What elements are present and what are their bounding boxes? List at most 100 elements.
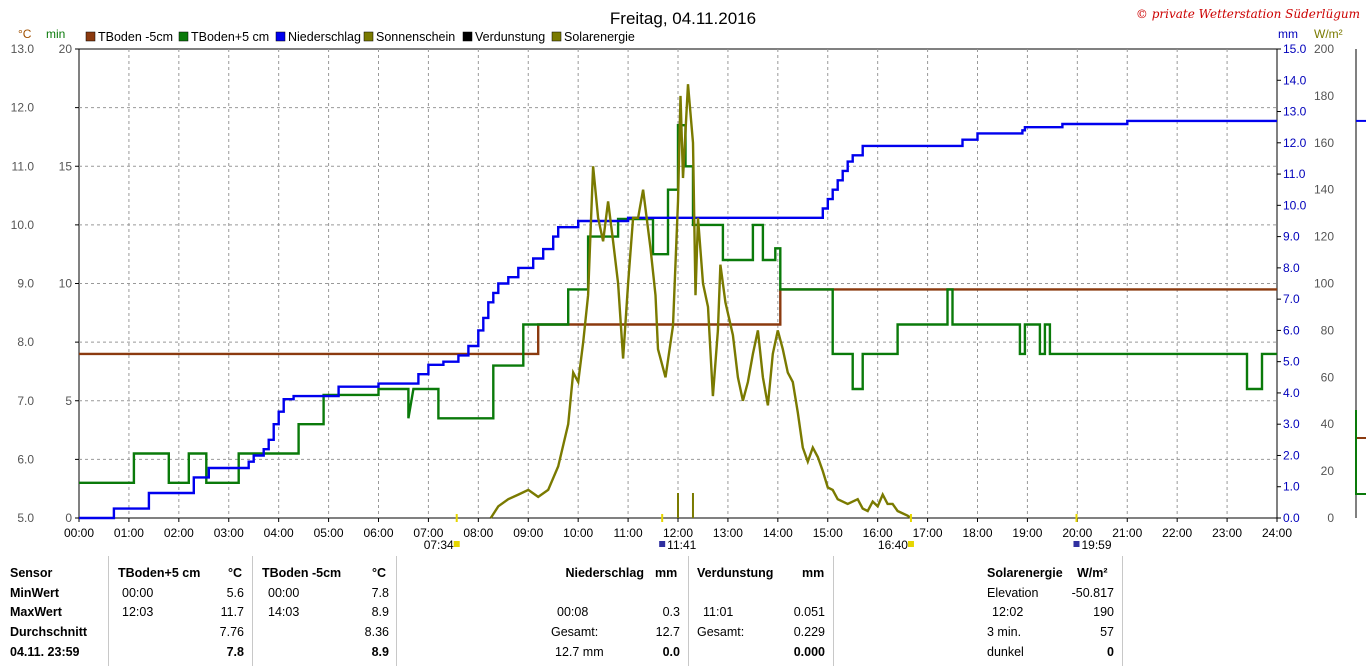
tbodenm5-header: TBoden -5cm [262,566,342,580]
solar-max-time: 12:02 [992,605,1024,619]
row-label-max: MaxWert [10,605,62,619]
x-tick-label: 22:00 [1162,526,1192,540]
niederschlag-gesamt-label: Gesamt: [551,625,599,639]
verdunstung-header: Verdunstung [697,566,774,580]
marker-icon [453,541,460,547]
x-tick-label: 11:00 [614,526,643,540]
legend-swatch [551,31,562,42]
tboden5-unit: °C [228,566,243,580]
x-tick-label: 14:00 [763,526,793,540]
verdunstung-current: 0.000 [793,645,825,659]
verdunstung-max-time: 11:01 [703,605,734,619]
solar-header: Solarenergie [987,566,1063,580]
solar-tick-label: 20 [1321,464,1335,478]
row-label-current: 04.11. 23:59 [10,645,80,659]
min-tick-label: 15 [59,159,73,173]
series-line-niederschlag [79,119,1277,520]
celsius-tick-label: 13.0 [11,42,35,56]
verdunstung-gesamt-label: Gesamt: [697,625,745,639]
mm-tick-label: 13.0 [1283,105,1307,119]
legend-label: Solarenergie [564,30,635,44]
x-tick-label: 04:00 [264,526,294,540]
divider [1122,556,1123,666]
divider [396,556,397,666]
solar-tick-label: 60 [1321,370,1335,384]
solar-unit: W/m² [1077,566,1108,580]
divider [252,556,253,666]
celsius-tick-label: 12.0 [11,101,35,115]
verdunstung-gesamt: 0.229 [793,625,825,639]
row-label-avg: Durchschnitt [10,625,88,639]
marker-label: 19:59 [1081,538,1111,552]
marker-icon [907,541,914,547]
tboden5-min-val: 5.6 [226,586,244,600]
copyright-text: © private Wetterstation Süderlügum [1136,7,1360,21]
series-line-tboden-5-cm [79,123,1277,484]
stats-table: Sensor MinWert MaxWert Durchschnitt 04.1… [0,556,1366,670]
marker-icon [1073,541,1080,547]
celsius-unit: °C [18,27,32,41]
x-tick-label: 10:00 [563,526,593,540]
mm-tick-label: 8.0 [1283,261,1300,275]
min-tick-label: 20 [59,42,73,56]
solar-elev: -50.817 [1071,586,1114,600]
tboden5-max-time: 12:03 [122,605,154,619]
solar-max-val: 190 [1093,605,1114,619]
mm-tick-label: 10.0 [1283,198,1307,212]
mm-tick-label: 11.0 [1283,167,1306,181]
solar-tick-label: 40 [1321,417,1335,431]
niederschlag-current-label: 12.7 mm [555,645,604,659]
mm-tick-label: 0.0 [1283,511,1300,525]
x-tick-label: 24:00 [1262,526,1292,540]
marker-label: 07:34 [424,538,454,552]
legend-label: Sonnenschein [376,30,455,44]
tbodenm5-min-val: 7.8 [371,586,389,600]
legend-label: TBoden -5cm [98,30,173,44]
min-tick-label: 5 [65,394,72,408]
tboden5-current: 7.8 [226,645,244,659]
row-label-min: MinWert [10,586,60,600]
x-tick-label: 23:00 [1212,526,1242,540]
legend-label: TBoden+5 cm [191,30,269,44]
x-tick-label: 20:00 [1062,526,1092,540]
niederschlag-gesamt: 12.7 [655,625,680,639]
x-tick-label: 06:00 [363,526,393,540]
solar-tick-label: 140 [1314,183,1334,197]
sensor-header: Sensor [10,566,53,580]
x-tick-label: 21:00 [1112,526,1142,540]
marker-label: 16:40 [878,538,908,552]
solar-dunkel-label: dunkel [987,645,1024,659]
solar-dunkel: 0 [1107,645,1114,659]
divider [688,556,689,666]
weather-chart: 00:00 01:00 02:00 03:00 04:00 05:00 06:00 07:00… [11,7,1366,552]
legend-label: Niederschlag [288,30,361,44]
legend-swatch [363,31,374,42]
solar-3min-label: 3 min. [987,625,1022,639]
tboden5-header: TBoden+5 cm [118,566,201,580]
solar-elev-label: Elevation [987,586,1039,600]
solar-tick-label: 160 [1314,136,1334,150]
mm-tick-label: 12.0 [1283,136,1307,150]
tbodenm5-max-time: 14:03 [268,605,300,619]
solar-tick-label: 0 [1327,511,1334,525]
marker-icon [659,541,666,547]
mm-tick-label: 7.0 [1283,292,1300,306]
niederschlag-unit: mm [655,566,678,580]
min-unit: min [46,27,65,41]
tboden5-avg: 7.76 [219,625,244,639]
x-tick-label: 09:00 [513,526,543,540]
legend-swatch [275,31,286,42]
x-tick-label: 00:00 [64,526,94,540]
x-tick-label: 01:00 [114,526,144,540]
celsius-tick-label: 7.0 [17,394,34,408]
mm-tick-label: 14.0 [1283,73,1307,87]
x-tick-label: 15:00 [813,526,843,540]
niederschlag-max-val: 0.3 [662,605,680,619]
x-tick-label: 16:00 [863,526,893,540]
tboden5-min-time: 00:00 [122,586,154,600]
x-tick-label: 05:00 [314,526,344,540]
min-tick-label: 10 [59,277,73,291]
legend-swatch [85,31,96,42]
tboden5-max-val: 11.7 [220,605,244,619]
celsius-tick-label: 10.0 [11,218,35,232]
